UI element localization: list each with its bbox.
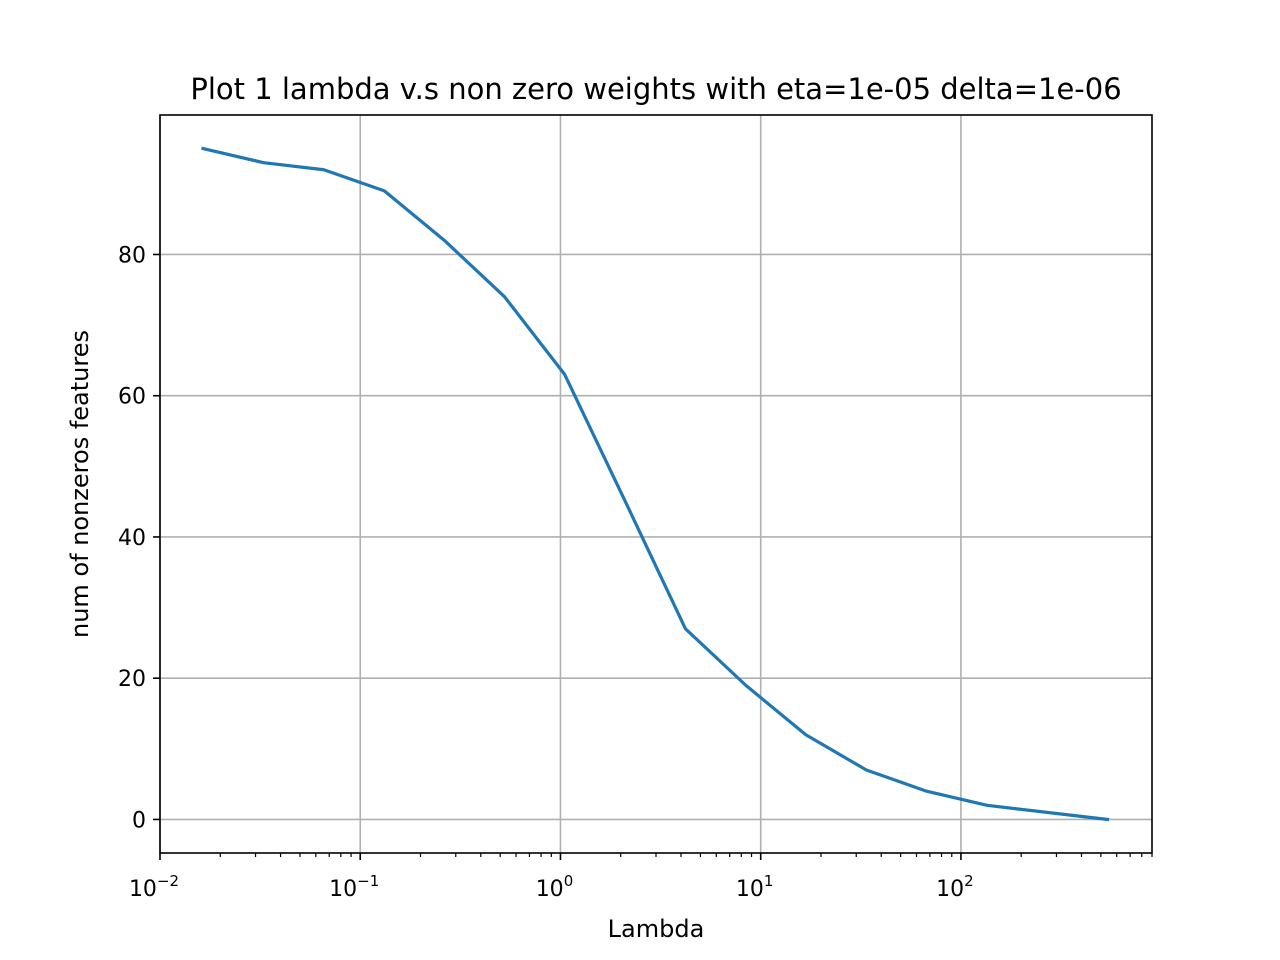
y-tick-label: 40 (118, 526, 146, 551)
grid (159, 115, 1152, 853)
x-tick-label: 102 (936, 872, 974, 902)
x-axis-label: Lambda (608, 915, 705, 943)
y-tick-label: 20 (118, 667, 146, 692)
ticks: 10−2 10−1 100 101 102 0 20 40 60 80 (118, 243, 1153, 902)
y-axis-label: num of nonzeros features (66, 330, 94, 638)
x-tick-label: 100 (536, 872, 574, 902)
series-line (201, 146, 1110, 822)
y-tick-label: 0 (132, 808, 146, 833)
y-tick-label: 80 (118, 243, 146, 268)
x-tick-label: 101 (736, 872, 774, 902)
x-tick-label: 10−1 (329, 872, 379, 902)
series-layer (201, 146, 1110, 822)
plot-area (160, 115, 1152, 853)
x-tick-label: 10−2 (129, 872, 179, 902)
y-tick-label: 60 (118, 385, 146, 410)
chart-title: Plot 1 lambda v.s non zero weights with … (190, 72, 1121, 106)
